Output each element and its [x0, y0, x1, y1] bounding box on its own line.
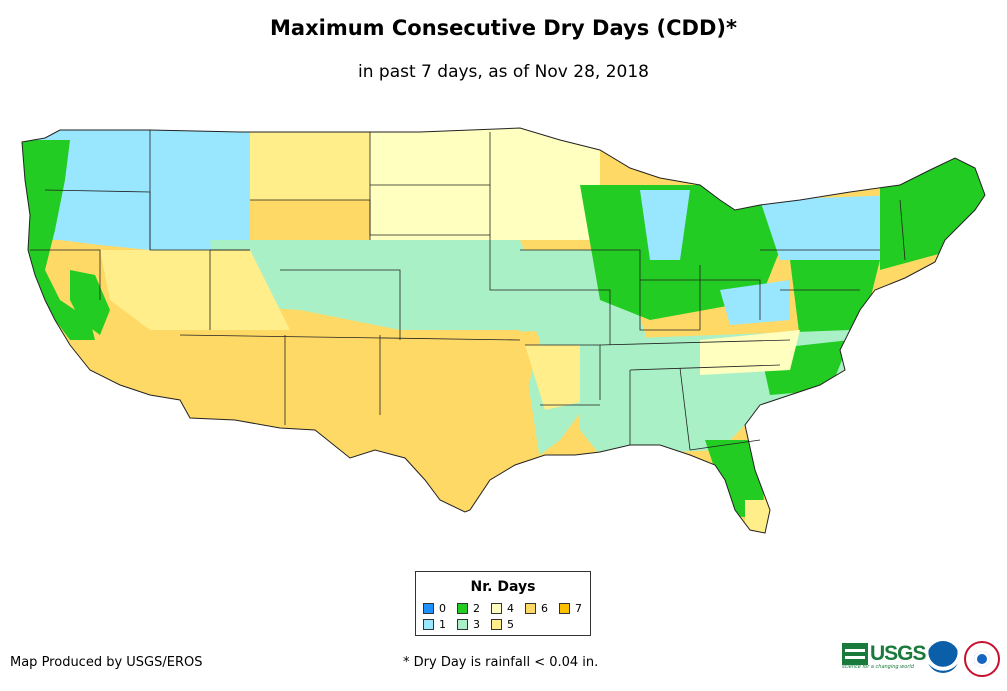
- legend-label: 1: [439, 618, 446, 631]
- legend-swatch: [457, 619, 468, 630]
- us-outline: [21, 127, 986, 534]
- region-great-basin-pale: [100, 250, 290, 330]
- legend-item-4: 4: [491, 602, 514, 615]
- map-title: Maximum Consecutive Dry Days (CDD)*: [270, 16, 737, 40]
- map-subtitle: in past 7 days, as of Nov 28, 2018: [358, 62, 649, 82]
- agency-logos: USGS science for a changing world: [842, 638, 1007, 678]
- usgs-logo: USGS: [842, 642, 927, 666]
- legend-label: 7: [575, 602, 582, 615]
- legend-title: Nr. Days: [470, 579, 536, 595]
- region-sierra-green: [70, 270, 110, 335]
- legend-label: 2: [473, 602, 480, 615]
- region-southwest-gold: [150, 330, 540, 515]
- legend-item-3: 3: [457, 618, 480, 631]
- region-virginia-pale: [700, 330, 800, 375]
- region-northwest-cyan: [22, 128, 250, 250]
- region-ohio-cyan: [720, 280, 790, 325]
- state-borders: [30, 130, 906, 451]
- region-dakota-pale: [370, 128, 600, 240]
- usgs-mark-icon: [842, 643, 868, 665]
- region-florida-tip-pale: [745, 500, 775, 533]
- legend-label: 0: [439, 602, 446, 615]
- region-plains-mint: [210, 240, 560, 335]
- legend-swatch: [491, 603, 502, 614]
- legend-label: 4: [507, 602, 514, 615]
- legend-item-1: 1: [423, 618, 446, 631]
- region-northeast-cyan: [760, 195, 900, 260]
- legend-item-0: 0: [423, 602, 446, 615]
- legend-label: 6: [541, 602, 548, 615]
- legend-swatch: [491, 619, 502, 630]
- usgs-wordmark: USGS: [870, 642, 927, 665]
- us-cdd-map: [21, 127, 986, 534]
- legend: Nr. Days 0 1 2 3 4 5 6: [415, 571, 591, 636]
- region-mid-atlantic-green: [790, 260, 880, 340]
- nws-logo-icon: [964, 641, 1000, 677]
- map-credit: Map Produced by USGS/EROS: [10, 655, 203, 670]
- legend-swatch: [457, 603, 468, 614]
- legend-swatch: [525, 603, 536, 614]
- region-montana-pale: [250, 128, 370, 200]
- legend-item-6: 6: [525, 602, 548, 615]
- legend-item-7: 7: [559, 602, 582, 615]
- region-michigan-cyan: [640, 190, 690, 260]
- legend-item-2: 2: [457, 602, 480, 615]
- legend-label: 3: [473, 618, 480, 631]
- usgs-tagline: science for a changing world: [842, 664, 914, 670]
- legend-swatch: [559, 603, 570, 614]
- legend-swatch: [423, 619, 434, 630]
- legend-item-5: 5: [491, 618, 514, 631]
- dry-day-note: * Dry Day is rainfall < 0.04 in.: [403, 655, 599, 670]
- legend-label: 5: [507, 618, 514, 631]
- legend-swatch: [423, 603, 434, 614]
- noaa-logo-icon: [927, 641, 959, 673]
